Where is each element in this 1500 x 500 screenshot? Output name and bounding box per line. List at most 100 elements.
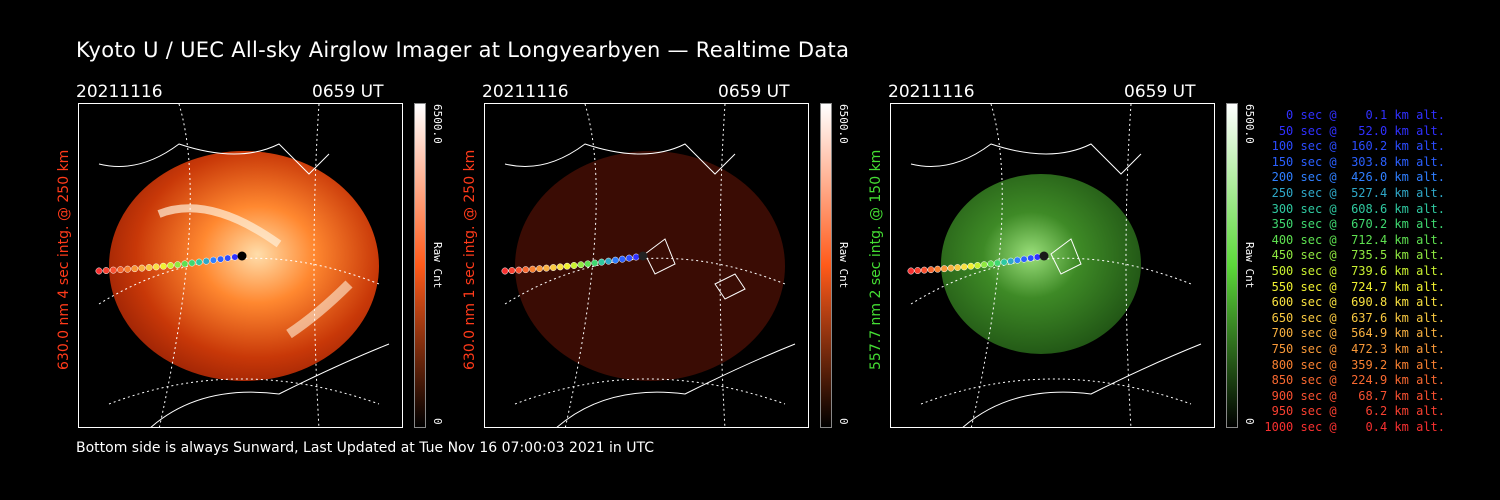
trajectory-point [974, 262, 981, 269]
trajectory-point [1027, 254, 1035, 262]
trajectory-point [109, 266, 117, 274]
page-title: Kyoto U / UEC All-sky Airglow Imager at … [76, 38, 850, 62]
panel-3-cbar-min: 0 [1243, 418, 1256, 425]
airglow-disc [515, 151, 785, 381]
grid-line [514, 378, 786, 405]
trajectory-point [598, 258, 606, 266]
trajectory-point [994, 259, 1001, 267]
trajectory-endpoint [1039, 251, 1049, 261]
panel-2-cbar-max: 6500.0 [837, 104, 850, 144]
time-altitude-legend: 0 sec @ 0.1 km alt. 50 sec @ 52.0 km alt… [1262, 108, 1462, 435]
panel-1-image [78, 103, 403, 428]
legend-row: 250 sec @ 527.4 km alt. [1264, 185, 1445, 200]
grid-line [1125, 104, 1132, 427]
grid-line [910, 257, 1192, 305]
trajectory-point [556, 263, 564, 271]
trajectory-endpoint [237, 251, 247, 261]
legend-row: 150 sec @ 303.8 km alt. [1264, 154, 1445, 169]
grid-line [158, 104, 191, 427]
trajectory-point [174, 261, 182, 269]
trajectory-point [632, 253, 640, 261]
panel-2-time: 0659 UT [718, 82, 790, 102]
trajectory-point [980, 261, 988, 269]
panel-3-date: 20211116 [888, 82, 975, 102]
trajectory [907, 251, 1049, 275]
panel-3-colorbar [1226, 103, 1238, 428]
trajectory-point [934, 265, 942, 273]
panel-3-ylabel: 557.7 nm 2 sec intg. @ 150 km [868, 149, 884, 370]
trajectory-point [209, 256, 217, 264]
legend-row: 50 sec @ 52.0 km alt. [1264, 123, 1445, 138]
panel-1-time: 0659 UT [312, 82, 384, 102]
trajectory-point [522, 266, 530, 274]
legend-row: 600 sec @ 690.8 km alt. [1264, 295, 1445, 310]
legend-row: 500 sec @ 739.6 km alt. [1264, 263, 1445, 278]
panel-2-colorbar [820, 103, 832, 428]
legend-row: 100 sec @ 160.2 km alt. [1264, 139, 1445, 154]
panel-3-svg [907, 104, 1202, 427]
trajectory-point [536, 265, 543, 273]
trajectory-point [195, 258, 203, 266]
legend-row: 400 sec @ 712.4 km alt. [1264, 232, 1445, 247]
trajectory-point [501, 267, 509, 275]
trajectory-point [1000, 258, 1008, 266]
panel-2-svg [501, 104, 796, 427]
panel-3-image [890, 103, 1215, 428]
coastline [150, 343, 390, 427]
legend-row: 350 sec @ 670.2 km alt. [1264, 217, 1445, 232]
trajectory-point [202, 257, 210, 265]
trajectory-point [914, 267, 922, 275]
trajectory-point [549, 264, 557, 271]
trajectory-point [117, 266, 124, 274]
trajectory-point [131, 265, 139, 273]
panel-1-colorbar [414, 103, 426, 428]
legend-row: 800 sec @ 359.2 km alt. [1264, 357, 1445, 372]
grid-line [98, 257, 380, 305]
trajectory-point [508, 267, 516, 275]
coastline [98, 143, 330, 175]
grid-line [108, 378, 380, 405]
trajectory-point [1020, 255, 1028, 263]
trajectory-point [167, 262, 174, 269]
aurora-arc [286, 280, 353, 339]
coastline [644, 238, 676, 275]
trajectory-point [940, 265, 948, 273]
trajectory-point [159, 262, 167, 270]
grid-line [504, 257, 786, 305]
grid-line [920, 378, 1192, 405]
trajectory-point [124, 265, 132, 273]
trajectory-point [954, 264, 962, 271]
panel-1-cbar-min: 0 [431, 418, 444, 425]
trajectory-point [625, 254, 633, 262]
legend-row: 550 sec @ 724.7 km alt. [1264, 279, 1445, 294]
panel-1-date: 20211116 [76, 82, 163, 102]
trajectory-point [542, 264, 550, 272]
trajectory-point [181, 260, 189, 268]
trajectory-point [563, 262, 571, 270]
legend-row: 900 sec @ 68.7 km alt. [1264, 388, 1445, 403]
trajectory-point [1033, 253, 1041, 261]
grid-line [719, 104, 726, 427]
panel-2-image [484, 103, 809, 428]
coastline [910, 143, 1142, 175]
legend-row: 200 sec @ 426.0 km alt. [1264, 170, 1445, 185]
panel-3-cbar-max: 6500.0 [1243, 104, 1256, 144]
panel-1-svg [95, 104, 390, 427]
trajectory-point [231, 253, 239, 261]
grid-line [564, 104, 597, 427]
panel-3-time: 0659 UT [1124, 82, 1196, 102]
trajectory-endpoint [638, 251, 648, 261]
footer-note: Bottom side is always Sunward, Last Upda… [76, 440, 654, 456]
panel-1-cbar-unit: Raw Cnt [431, 242, 444, 289]
coastline [1050, 238, 1082, 275]
trajectory-point [515, 266, 523, 274]
panel-3-cbar-unit: Raw Cnt [1243, 242, 1256, 289]
coastline [714, 273, 746, 300]
panel-2-ylabel: 630.0 nm 1 sec intg. @ 250 km [462, 149, 478, 370]
trajectory [95, 251, 247, 275]
legend-row: 750 sec @ 472.3 km alt. [1264, 341, 1445, 356]
trajectory-point [224, 254, 232, 262]
trajectory-point [217, 255, 225, 263]
trajectory-point [138, 264, 146, 272]
trajectory-point [152, 263, 160, 271]
